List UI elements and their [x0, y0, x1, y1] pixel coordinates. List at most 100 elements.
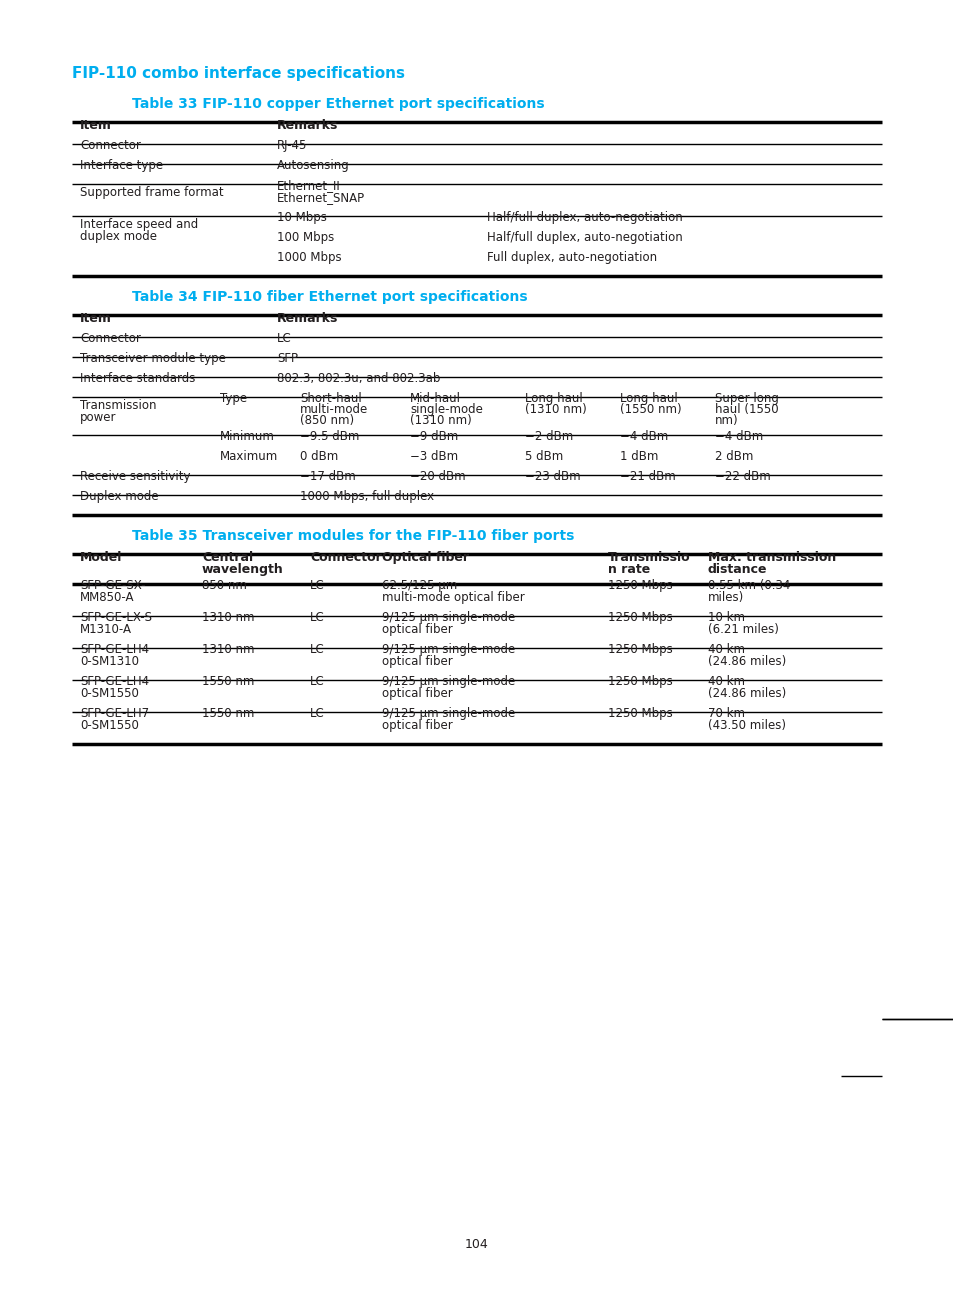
Text: Duplex mode: Duplex mode: [80, 490, 158, 503]
Text: n rate: n rate: [607, 562, 650, 575]
Text: single-mode: single-mode: [410, 403, 482, 416]
Text: Half/full duplex, auto-negotiation: Half/full duplex, auto-negotiation: [486, 211, 682, 224]
Text: 10 km: 10 km: [707, 610, 744, 623]
Text: LC: LC: [310, 610, 324, 623]
Text: LC: LC: [310, 579, 324, 592]
Text: Short-haul: Short-haul: [299, 391, 361, 404]
Text: Full duplex, auto-negotiation: Full duplex, auto-negotiation: [486, 251, 657, 264]
Text: Interface speed and: Interface speed and: [80, 218, 198, 231]
Text: 1250 Mbps: 1250 Mbps: [607, 643, 672, 656]
Text: 1 dBm: 1 dBm: [619, 450, 658, 463]
Text: M1310-A: M1310-A: [80, 623, 132, 636]
Text: Type: Type: [220, 391, 247, 404]
Text: LC: LC: [310, 643, 324, 656]
Text: FIP-110 combo interface specifications: FIP-110 combo interface specifications: [71, 66, 405, 80]
Text: 9/125 μm single-mode: 9/125 μm single-mode: [381, 643, 515, 656]
Text: 62.5/125 μm: 62.5/125 μm: [381, 579, 456, 592]
Text: 0-SM1310: 0-SM1310: [80, 654, 139, 667]
Text: miles): miles): [707, 591, 743, 604]
Text: Remarks: Remarks: [276, 312, 338, 325]
Text: SFP-GE-LX-S: SFP-GE-LX-S: [80, 610, 152, 623]
Text: 1310 nm: 1310 nm: [202, 610, 254, 623]
Text: Table 35 Transceiver modules for the FIP-110 fiber ports: Table 35 Transceiver modules for the FIP…: [132, 529, 574, 543]
Text: SFP: SFP: [276, 353, 297, 365]
Text: Interface type: Interface type: [80, 159, 163, 172]
Text: 0.55 km (0.34: 0.55 km (0.34: [707, 579, 789, 592]
Text: −9.5 dBm: −9.5 dBm: [299, 430, 359, 443]
Text: 70 km: 70 km: [707, 708, 744, 721]
Text: −20 dBm: −20 dBm: [410, 470, 465, 483]
Text: optical fiber: optical fiber: [381, 687, 453, 700]
Text: Table 33 FIP-110 copper Ethernet port specifications: Table 33 FIP-110 copper Ethernet port sp…: [132, 97, 544, 111]
Text: SFP-GE-LH7: SFP-GE-LH7: [80, 708, 149, 721]
Text: 1250 Mbps: 1250 Mbps: [607, 610, 672, 623]
Text: Long haul: Long haul: [524, 391, 582, 404]
Text: Ethernet_SNAP: Ethernet_SNAP: [276, 191, 365, 203]
Text: (24.86 miles): (24.86 miles): [707, 687, 785, 700]
Text: Connector: Connector: [80, 332, 141, 345]
Text: optical fiber: optical fiber: [381, 654, 453, 667]
Text: Ethernet_II: Ethernet_II: [276, 179, 340, 192]
Text: Minimum: Minimum: [220, 430, 274, 443]
Text: Central: Central: [202, 551, 253, 564]
Text: Item: Item: [80, 119, 112, 132]
Text: −17 dBm: −17 dBm: [299, 470, 355, 483]
Text: MM850-A: MM850-A: [80, 591, 134, 604]
Text: 9/125 μm single-mode: 9/125 μm single-mode: [381, 610, 515, 623]
Text: 850 nm: 850 nm: [202, 579, 247, 592]
Text: 1550 nm: 1550 nm: [202, 675, 254, 688]
Text: −23 dBm: −23 dBm: [524, 470, 580, 483]
Text: RJ-45: RJ-45: [276, 139, 307, 152]
Text: duplex mode: duplex mode: [80, 229, 157, 244]
Text: −21 dBm: −21 dBm: [619, 470, 675, 483]
Text: 2 dBm: 2 dBm: [714, 450, 753, 463]
Text: Supported frame format: Supported frame format: [80, 187, 223, 200]
Text: 802.3, 802.3u, and 802.3ab: 802.3, 802.3u, and 802.3ab: [276, 372, 440, 385]
Text: (1550 nm): (1550 nm): [619, 403, 680, 416]
Text: −22 dBm: −22 dBm: [714, 470, 770, 483]
Text: Long haul: Long haul: [619, 391, 677, 404]
Text: multi-mode optical fiber: multi-mode optical fiber: [381, 591, 524, 604]
Text: Model: Model: [80, 551, 122, 564]
Text: Mid-haul: Mid-haul: [410, 391, 460, 404]
Text: SFP-GE-LH4: SFP-GE-LH4: [80, 675, 149, 688]
Text: optical fiber: optical fiber: [381, 623, 453, 636]
Text: (6.21 miles): (6.21 miles): [707, 623, 778, 636]
Text: 9/125 μm single-mode: 9/125 μm single-mode: [381, 675, 515, 688]
Text: 1000 Mbps, full duplex: 1000 Mbps, full duplex: [299, 490, 434, 503]
Text: 1310 nm: 1310 nm: [202, 643, 254, 656]
Text: nm): nm): [714, 413, 738, 426]
Text: haul (1550: haul (1550: [714, 403, 778, 416]
Text: 9/125 μm single-mode: 9/125 μm single-mode: [381, 708, 515, 721]
Text: Remarks: Remarks: [276, 119, 338, 132]
Text: 1250 Mbps: 1250 Mbps: [607, 675, 672, 688]
Text: wavelength: wavelength: [202, 562, 283, 575]
Text: 104: 104: [465, 1238, 488, 1251]
Text: 40 km: 40 km: [707, 643, 744, 656]
Text: (43.50 miles): (43.50 miles): [707, 719, 785, 732]
Text: Transmissio: Transmissio: [607, 551, 690, 564]
Text: Item: Item: [80, 312, 112, 325]
Text: distance: distance: [707, 562, 767, 575]
Text: 1250 Mbps: 1250 Mbps: [607, 708, 672, 721]
Text: Half/full duplex, auto-negotiation: Half/full duplex, auto-negotiation: [486, 231, 682, 244]
Text: Super long: Super long: [714, 391, 778, 404]
Text: 10 Mbps: 10 Mbps: [276, 211, 327, 224]
Text: 0-SM1550: 0-SM1550: [80, 687, 139, 700]
Text: Autosensing: Autosensing: [276, 159, 350, 172]
Text: 1550 nm: 1550 nm: [202, 708, 254, 721]
Text: Interface standards: Interface standards: [80, 372, 195, 385]
Text: Connector: Connector: [310, 551, 381, 564]
Text: LC: LC: [276, 332, 292, 345]
Text: LC: LC: [310, 708, 324, 721]
Text: Transceiver module type: Transceiver module type: [80, 353, 226, 365]
Text: −4 dBm: −4 dBm: [714, 430, 762, 443]
Text: 5 dBm: 5 dBm: [524, 450, 562, 463]
Text: Transmission: Transmission: [80, 399, 156, 412]
Text: −3 dBm: −3 dBm: [410, 450, 457, 463]
Text: Maximum: Maximum: [220, 450, 278, 463]
Text: (24.86 miles): (24.86 miles): [707, 654, 785, 667]
Text: multi-mode: multi-mode: [299, 403, 368, 416]
Text: LC: LC: [310, 675, 324, 688]
Text: 1000 Mbps: 1000 Mbps: [276, 251, 341, 264]
